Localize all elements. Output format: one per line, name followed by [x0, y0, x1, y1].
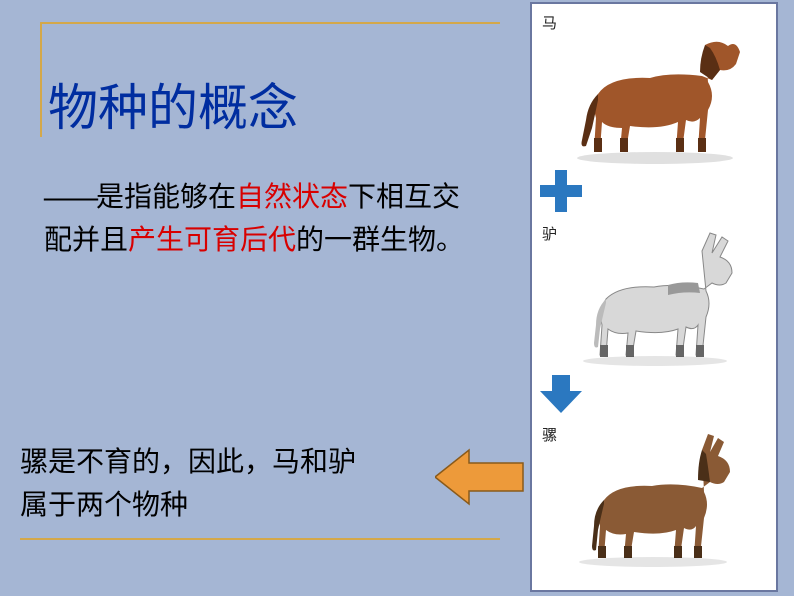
- decorative-bottom-line: [20, 538, 500, 540]
- horse-icon: [550, 10, 758, 170]
- dash-prefix: ——: [44, 182, 96, 213]
- def-red2: 产生可育后代: [128, 225, 296, 256]
- horse-label: 马: [542, 12, 557, 33]
- mule-box: 骡: [538, 422, 770, 572]
- def-part1: 是指能够在: [96, 182, 236, 213]
- def-red1: 自然状态: [236, 182, 348, 213]
- donkey-box: 驴: [538, 221, 770, 371]
- plus-icon: [538, 168, 584, 214]
- def-part3: 的一群生物。: [296, 225, 464, 256]
- conclusion-line2: 属于两个物种: [20, 490, 188, 521]
- illustration-panel: 马 驴 骡: [530, 2, 778, 592]
- mule-icon: [550, 422, 758, 572]
- donkey-label: 驴: [542, 223, 557, 244]
- definition-text: ——是指能够在自然状态下相互交配并且产生可育后代的一群生物。: [44, 176, 484, 263]
- mule-label: 骡: [542, 424, 557, 445]
- horse-box: 马: [538, 10, 770, 170]
- left-arrow-icon: [435, 446, 525, 508]
- down-arrow-icon: [538, 373, 584, 415]
- conclusion-text: 骡是不育的，因此，马和驴 属于两个物种: [20, 441, 460, 528]
- donkey-icon: [550, 221, 758, 371]
- slide-title: 物种的概念: [48, 68, 298, 140]
- conclusion-line1: 骡是不育的，因此，马和驴: [20, 447, 356, 478]
